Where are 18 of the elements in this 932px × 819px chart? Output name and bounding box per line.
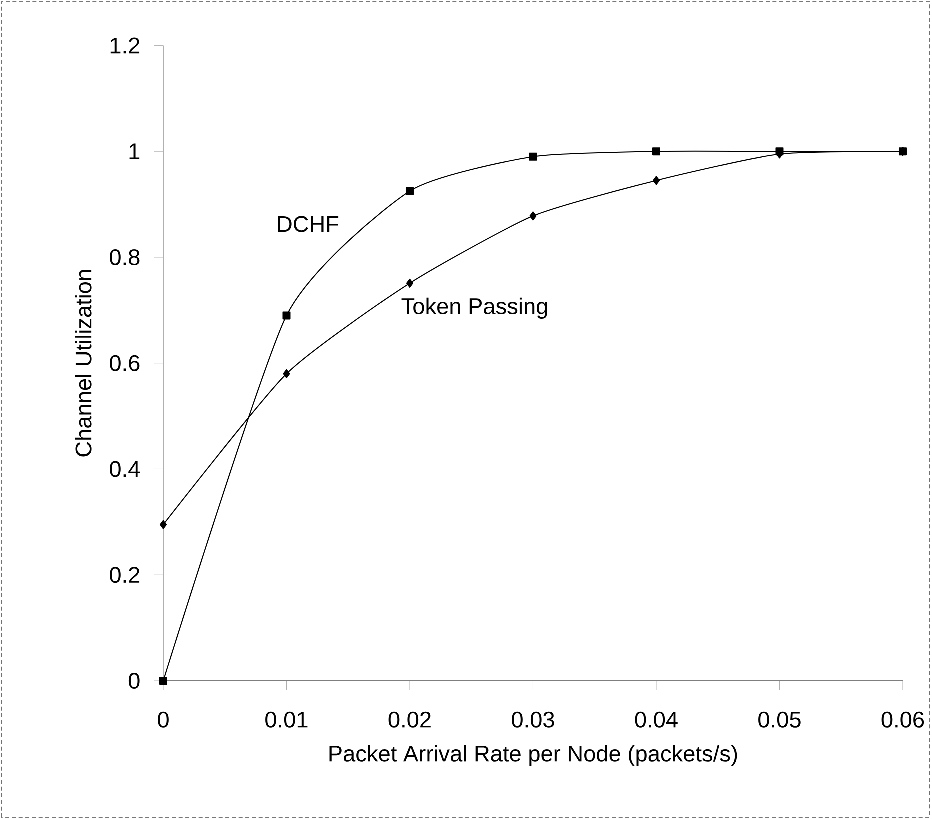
x-axis-title: Packet Arrival Rate per Node (packets/s) xyxy=(330,745,738,766)
x-tick-label: 0.04 xyxy=(635,712,678,728)
y-axis-title: Channel Utilization xyxy=(75,270,92,457)
x-tick-label: 0.06 xyxy=(882,712,924,728)
y-tick-label: 0 xyxy=(128,672,140,690)
y-tick-label: 0.4 xyxy=(110,461,140,478)
y-tick-label: 0.8 xyxy=(110,249,140,266)
x-tick-label: 0 xyxy=(158,712,169,728)
x-tick-label: 0.01 xyxy=(266,712,308,728)
y-tick-label: 1.2 xyxy=(110,38,140,54)
x-tick-label: 0.03 xyxy=(512,712,554,728)
series-label: DCHF xyxy=(278,216,339,232)
y-tick-label: 0.6 xyxy=(110,355,140,372)
y-tick-label: 1 xyxy=(130,144,140,160)
x-tick-label: 0.02 xyxy=(388,712,431,728)
y-tick-label: 0.2 xyxy=(110,567,140,584)
series-label: Token Passing xyxy=(402,298,548,319)
x-tick-label: 0.05 xyxy=(758,712,801,728)
